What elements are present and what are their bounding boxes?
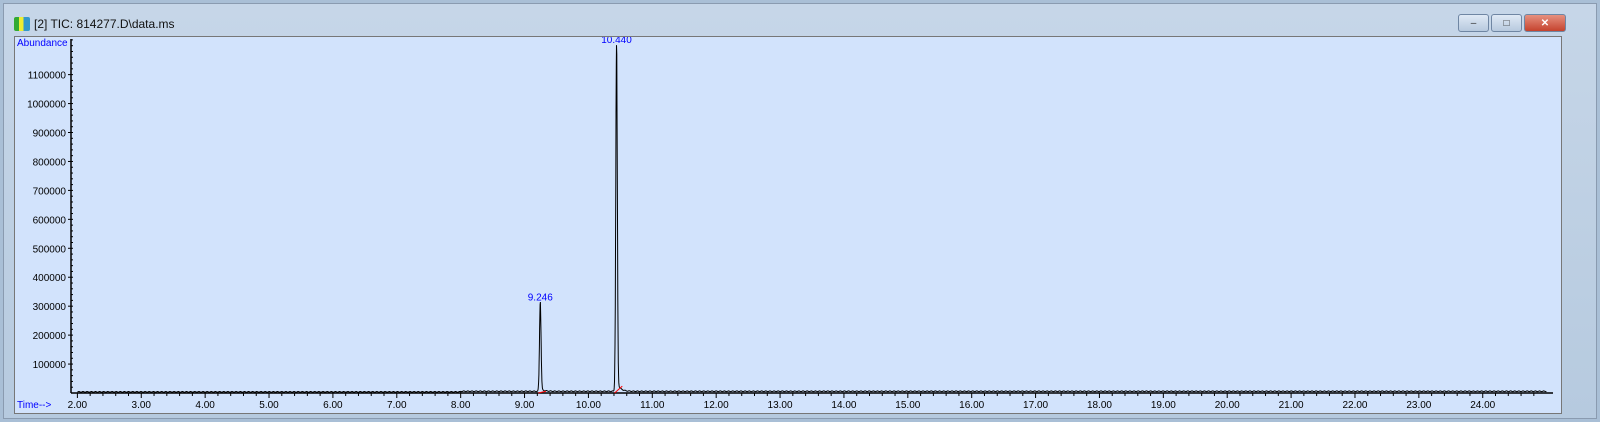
x-tick-label: 16.00 — [959, 400, 984, 411]
y-tick-label: 700000 — [33, 186, 67, 197]
chromatogram-app-icon — [14, 17, 30, 31]
y-tick-label: 300000 — [33, 302, 67, 313]
x-axis-label: Time--> — [17, 400, 52, 411]
y-axis-label: Abundance — [17, 38, 68, 49]
y-tick-label: 100000 — [33, 360, 67, 371]
x-tick-label: 21.00 — [1279, 400, 1304, 411]
x-tick-label: 10.00 — [576, 400, 601, 411]
y-tick-label: 1100000 — [28, 71, 67, 82]
y-tick-label: 600000 — [33, 215, 67, 226]
x-tick-label: 19.00 — [1151, 400, 1176, 411]
x-tick-label: 4.00 — [195, 400, 215, 411]
x-tick-label: 5.00 — [259, 400, 279, 411]
x-tick-label: 2.00 — [68, 400, 88, 411]
x-tick-label: 13.00 — [768, 400, 793, 411]
x-tick-label: 22.00 — [1342, 400, 1367, 411]
integration-baseline — [538, 390, 547, 394]
minimize-button[interactable]: – — [1458, 14, 1489, 32]
x-tick-label: 6.00 — [323, 400, 343, 411]
x-tick-label: 11.00 — [640, 400, 665, 411]
x-tick-label: 9.00 — [515, 400, 535, 411]
x-tick-label: 18.00 — [1087, 400, 1112, 411]
y-tick-label: 200000 — [33, 331, 67, 342]
x-tick-label: 14.00 — [831, 400, 856, 411]
y-tick-label: 1000000 — [27, 100, 66, 111]
x-tick-label: 23.00 — [1406, 400, 1431, 411]
integration-baseline — [614, 385, 623, 394]
x-tick-label: 20.00 — [1215, 400, 1240, 411]
peak-label: 9.246 — [528, 293, 553, 304]
x-tick-label: 15.00 — [895, 400, 920, 411]
y-tick-label: 900000 — [33, 129, 67, 140]
x-tick-label: 3.00 — [132, 400, 152, 411]
x-tick-label: 17.00 — [1023, 400, 1048, 411]
tic-trace — [77, 45, 1547, 393]
x-tick-label: 24.00 — [1470, 400, 1495, 411]
x-tick-label: 8.00 — [451, 400, 471, 411]
chromatogram-window: [2] TIC: 814277.D\data.ms – □ ✕ Abundanc… — [3, 3, 1597, 419]
chromatogram-chart: Abundance Time--> 100000 200000 300000 4000… — [17, 37, 1553, 411]
window-titlebar[interactable]: [2] TIC: 814277.D\data.ms — [14, 14, 175, 34]
y-tick-label: 500000 — [33, 244, 67, 255]
x-tick-label: 7.00 — [387, 400, 407, 411]
plot-area: Abundance Time--> 100000 200000 300000 4000… — [14, 36, 1562, 414]
maximize-button[interactable]: □ — [1491, 14, 1522, 32]
close-button[interactable]: ✕ — [1524, 14, 1566, 32]
x-tick-label: 12.00 — [704, 400, 729, 411]
window-title: [2] TIC: 814277.D\data.ms — [34, 17, 175, 31]
y-tick-label: 800000 — [33, 157, 67, 168]
y-tick-label: 400000 — [33, 273, 67, 284]
peak-label: 10.440 — [601, 37, 632, 46]
